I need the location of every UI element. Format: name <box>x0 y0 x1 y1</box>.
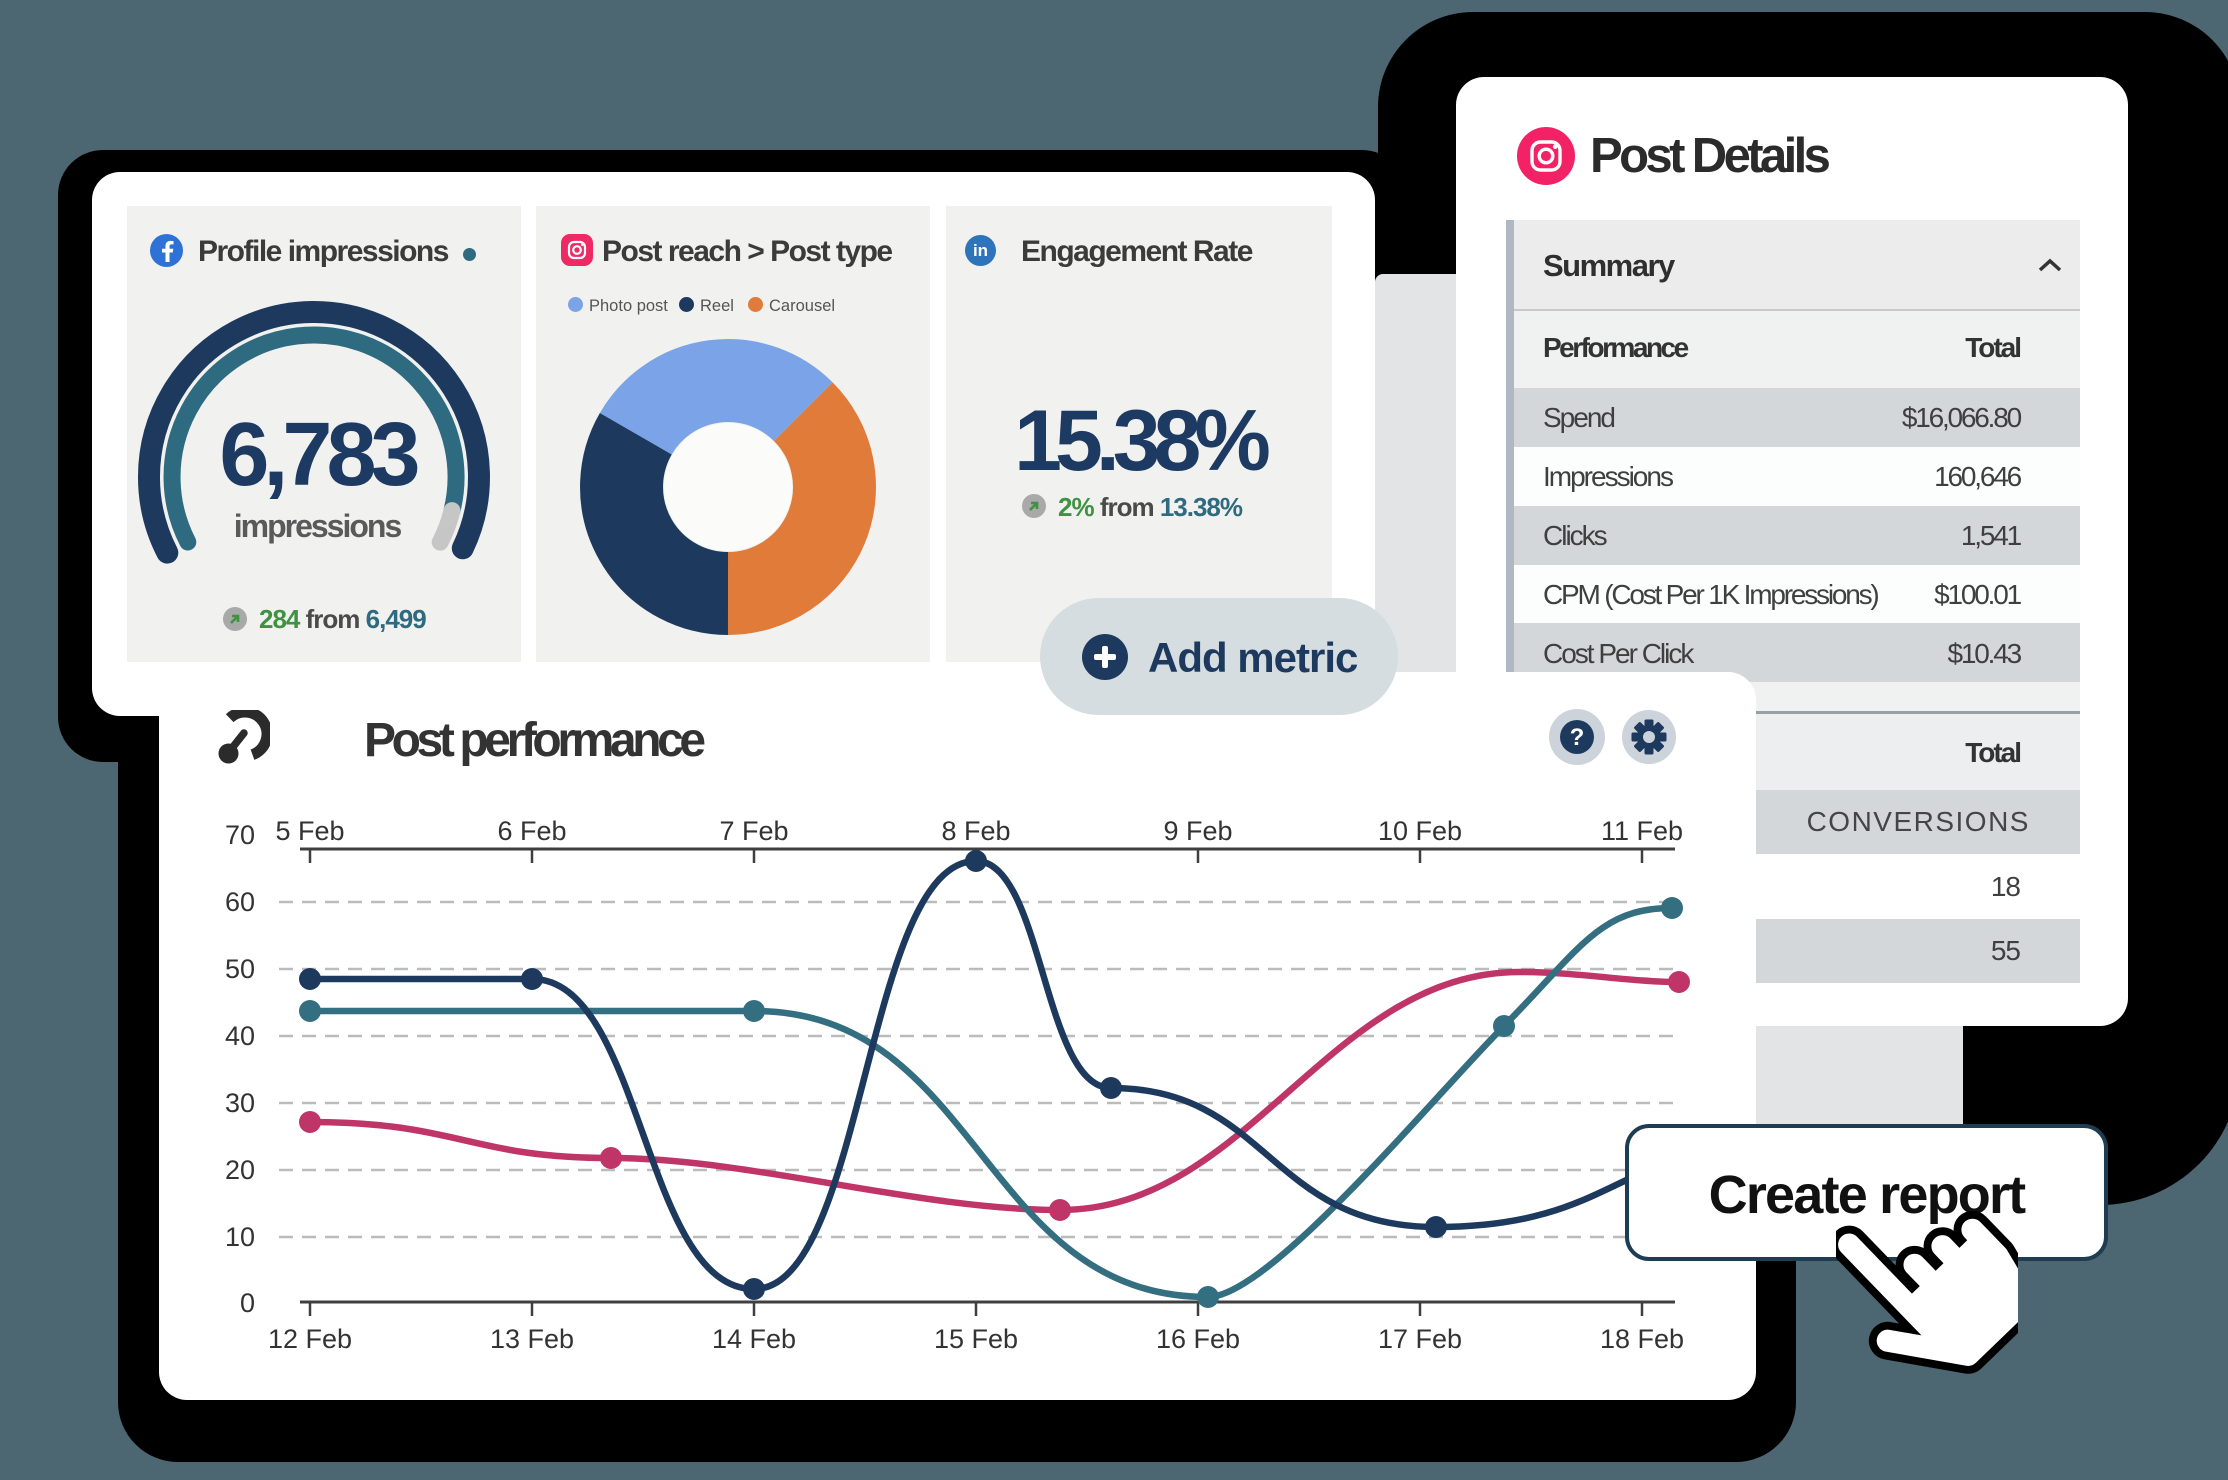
svg-text:7 Feb: 7 Feb <box>719 816 788 846</box>
svg-text:6 Feb: 6 Feb <box>497 816 566 846</box>
svg-text:14 Feb: 14 Feb <box>712 1324 796 1354</box>
svg-text:60: 60 <box>225 887 255 917</box>
svg-text:9 Feb: 9 Feb <box>1163 816 1232 846</box>
svg-text:8 Feb: 8 Feb <box>941 816 1010 846</box>
svg-text:40: 40 <box>225 1021 255 1051</box>
svg-text:10: 10 <box>225 1222 255 1252</box>
svg-text:15 Feb: 15 Feb <box>934 1324 1018 1354</box>
svg-text:12 Feb: 12 Feb <box>268 1324 352 1354</box>
svg-text:50: 50 <box>225 954 255 984</box>
svg-text:20: 20 <box>225 1155 255 1185</box>
svg-text:11 Feb: 11 Feb <box>1601 816 1683 846</box>
svg-text:0: 0 <box>240 1288 255 1318</box>
svg-text:18 Feb: 18 Feb <box>1600 1324 1684 1354</box>
svg-text:13 Feb: 13 Feb <box>490 1324 574 1354</box>
svg-text:5 Feb: 5 Feb <box>275 816 344 846</box>
svg-text:10 Feb: 10 Feb <box>1378 816 1462 846</box>
svg-text:30: 30 <box>225 1088 255 1118</box>
svg-text:17 Feb: 17 Feb <box>1378 1324 1462 1354</box>
svg-text:16 Feb: 16 Feb <box>1156 1324 1240 1354</box>
svg-text:70: 70 <box>225 820 255 850</box>
